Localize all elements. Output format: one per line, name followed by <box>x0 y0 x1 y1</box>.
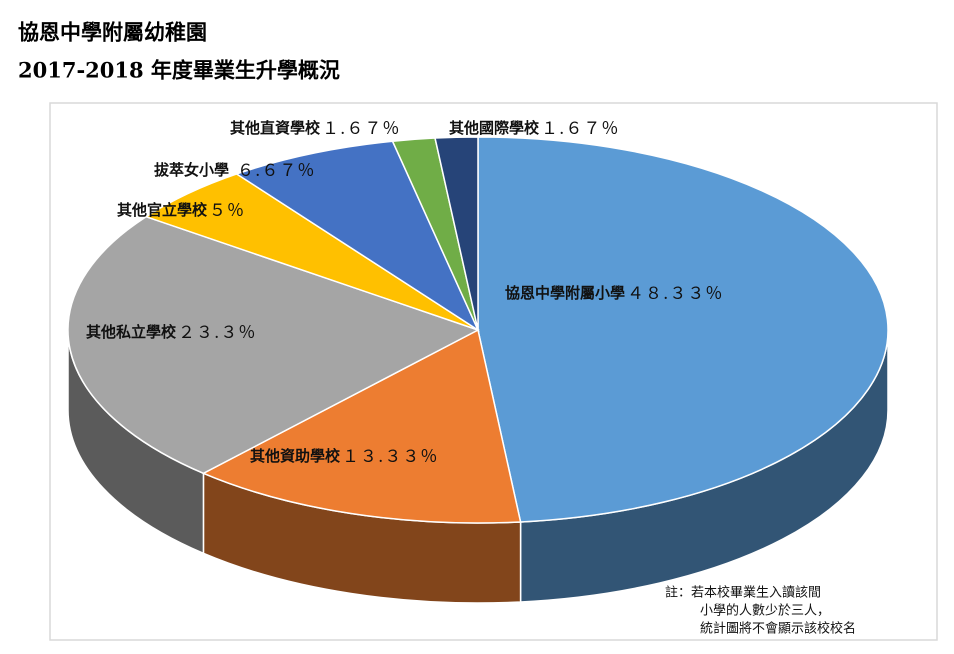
category-name: 其他資助學校 <box>250 447 341 465</box>
value-label: １.６７％ <box>541 119 619 139</box>
pie-slice <box>235 140 480 333</box>
category-name: 其他官立學校 <box>117 201 208 219</box>
data-label: 協恩中學附屬小學 ４８.３３％ <box>505 284 723 304</box>
value-label: １３.３３％ <box>342 447 438 467</box>
data-label: 其他資助學校 １３.３３％ <box>250 447 438 467</box>
data-label: 其他國際學校 １.６７％ <box>449 119 619 139</box>
chart-title: 協恩中學附屬幼稚園 <box>18 20 207 45</box>
value-label: ４８.３３％ <box>627 284 723 304</box>
pie-slice <box>477 136 889 523</box>
category-name: 其他直資學校 <box>230 119 321 137</box>
pie-slice <box>434 136 479 331</box>
pie-tops <box>67 136 889 524</box>
chart-subtitle: 2017-2018 年度畢業生升學概況 <box>18 58 340 83</box>
data-label: 拔萃女小學 ６.６７％ <box>154 161 315 181</box>
data-label: 其他私立學校 ２３.３％ <box>86 323 256 343</box>
value-label: １.６７％ <box>322 119 400 139</box>
value-label: ２３.３％ <box>178 323 256 343</box>
pie-slice <box>67 215 480 475</box>
note-line: 小學的人數少於三人， <box>700 603 830 619</box>
note-line: 註：若本校畢業生入讀該間 <box>665 585 821 601</box>
note-line: 統計圖將不會顯示該校校名 <box>700 621 856 637</box>
category-name: 其他私立學校 <box>86 323 177 341</box>
category-name: 拔萃女小學 <box>154 161 229 179</box>
data-label: 其他官立學校 ５％ <box>117 201 245 221</box>
value-label: ５％ <box>209 201 245 221</box>
category-name: 協恩中學附屬小學 <box>505 284 625 302</box>
pie-sides <box>67 329 889 604</box>
labels: 協恩中學附屬小學 ４８.３３％ 其他資助學校 １３.３３％ 其他私立學校 ２３.３％ 其他官… <box>86 119 723 467</box>
pie-slice <box>201 328 522 524</box>
category-name: 其他國際學校 <box>449 119 540 137</box>
data-label: 其他直資學校 １.６７％ <box>230 119 400 139</box>
value-label: ６.６７％ <box>237 161 315 181</box>
